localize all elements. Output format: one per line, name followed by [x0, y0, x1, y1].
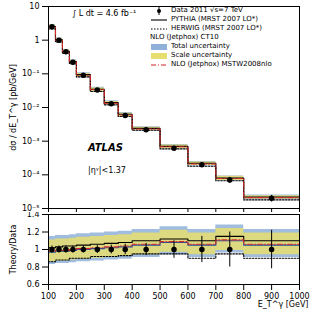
- svg-text:10⁻¹: 10⁻¹: [22, 69, 40, 78]
- svg-text:dσ / dE_T^γ [pb/GeV]: dσ / dE_T^γ [pb/GeV]: [9, 64, 18, 151]
- svg-text:600: 600: [180, 292, 195, 301]
- html-text:|ηᵞ|<1.37: |ηᵞ|<1.37: [88, 166, 126, 175]
- svg-text:1: 1: [34, 36, 39, 45]
- svg-text:1: 1: [34, 245, 39, 254]
- svg-text:10⁻⁵: 10⁻⁵: [22, 204, 40, 212]
- svg-text:Theory/Data: Theory/Data: [9, 225, 18, 276]
- svg-text:10: 10: [29, 2, 39, 11]
- html-text:ATLAS: ATLAS: [88, 142, 123, 153]
- html-text:PYTHIA (MRST 2007 LO*): PYTHIA (MRST 2007 LO*): [171, 15, 258, 23]
- svg-text:100: 100: [41, 292, 56, 301]
- html-text:Data 2011 √s=7 TeV: Data 2011 √s=7 TeV: [171, 6, 243, 14]
- svg-text:10⁻⁴: 10⁻⁴: [22, 170, 40, 179]
- svg-text:0.8: 0.8: [27, 263, 40, 272]
- svg-text:900: 900: [264, 292, 280, 302]
- svg-text:0.6: 0.6: [27, 280, 40, 289]
- svg-text:1.4: 1.4: [27, 212, 40, 219]
- svg-text:1000: 1000: [289, 292, 310, 302]
- svg-text:E_T^γ [GeV]: E_T^γ [GeV]: [258, 300, 309, 309]
- html-text:NLO (Jetphox) CT10: NLO (Jetphox) CT10: [150, 33, 219, 41]
- svg-text:200: 200: [69, 292, 84, 301]
- svg-text:10⁻²: 10⁻²: [22, 103, 40, 112]
- html-text:Scale uncertainty: Scale uncertainty: [171, 51, 233, 59]
- html-text:∫ L dt = 4.6 fb⁻¹: ∫ L dt = 4.6 fb⁻¹: [72, 9, 137, 18]
- html-text:NLO (Jetphox) MSTW2008nlo: NLO (Jetphox) MSTW2008nlo: [171, 60, 272, 68]
- svg-text:1.2: 1.2: [27, 228, 40, 237]
- html-text:HERWIG (MRST 2007 LO*): HERWIG (MRST 2007 LO*): [171, 24, 262, 32]
- svg-text:700: 700: [208, 292, 223, 301]
- svg-text:10⁻³: 10⁻³: [22, 137, 40, 146]
- svg-text:500: 500: [152, 292, 167, 301]
- html-text:Total uncertainty: Total uncertainty: [171, 42, 230, 50]
- svg-text:400: 400: [125, 292, 140, 301]
- svg-text:300: 300: [97, 292, 112, 301]
- svg-text:800: 800: [236, 292, 251, 301]
